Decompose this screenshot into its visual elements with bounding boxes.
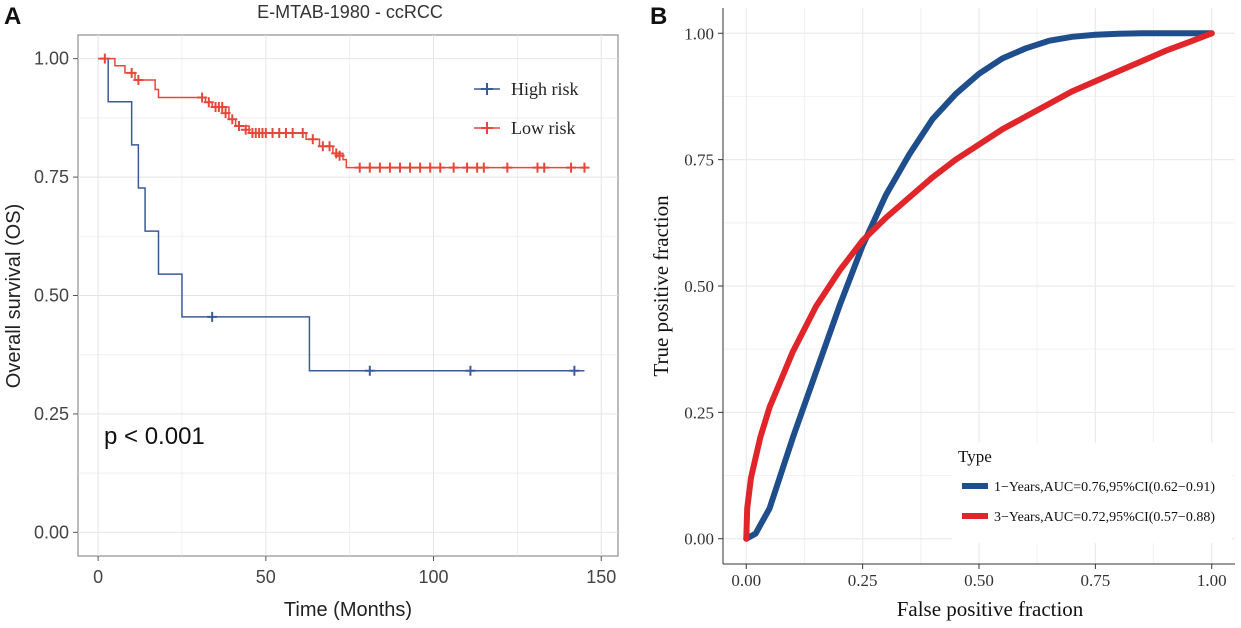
km-censor-mark <box>203 97 214 108</box>
km-censor-mark <box>462 162 473 173</box>
roc-legend-bg <box>952 443 1232 543</box>
km-p-value: p < 0.001 <box>104 423 205 450</box>
km-censor-mark <box>207 311 218 322</box>
roc-y-tick-label: 0.25 <box>684 403 714 422</box>
legend-high-risk-label: High risk <box>511 79 579 99</box>
roc-y-tick-label: 0.00 <box>684 530 714 549</box>
roc-y-tick-label: 1.00 <box>684 24 714 43</box>
km-censor-mark <box>478 162 489 173</box>
km-censor-mark <box>415 162 426 173</box>
km-y-tick-label: 1.00 <box>34 49 69 69</box>
roc-curves <box>743 30 1215 542</box>
km-y-tick-label: 0.00 <box>34 522 69 542</box>
km-censor-mark <box>425 162 436 173</box>
km-x-tick-label: 100 <box>419 567 449 587</box>
km-y-tick-label: 0.25 <box>34 404 69 424</box>
km-censor-mark <box>240 124 251 135</box>
km-censor-mark <box>435 162 446 173</box>
km-censor-mark <box>539 162 550 173</box>
km-censor-mark <box>364 162 375 173</box>
km-censor-mark <box>227 114 238 125</box>
km-curve-high-risk <box>98 57 585 372</box>
km-x-axis-label: Time (Months) <box>284 599 412 621</box>
km-censor-mark <box>287 128 298 139</box>
km-curves <box>98 53 590 376</box>
roc-x-axis-label: False positive fraction <box>897 597 1084 621</box>
roc-x-tick-label: 1.00 <box>1197 571 1227 590</box>
km-censor-mark <box>99 53 110 64</box>
roc-x-tick-label: 0.00 <box>731 571 761 590</box>
legend-low-risk-label: Low risk <box>511 118 576 138</box>
km-censor-mark <box>307 134 318 145</box>
km-censor-mark <box>354 162 365 173</box>
roc-y-tick-label: 0.50 <box>684 277 714 296</box>
km-censor-mark <box>220 108 231 119</box>
roc-legend-title: Type <box>958 447 992 466</box>
km-censor-mark <box>465 365 476 376</box>
km-grid <box>78 35 618 556</box>
panel-b-letter: B <box>650 3 667 30</box>
roc-chart: 0.00 0.25 0.50 0.75 1.00 0.00 0.25 0.50 0.75 1.00… <box>649 8 1235 621</box>
km-censor-mark <box>364 365 375 376</box>
panel-a-letter: A <box>4 3 21 30</box>
roc-y-tick-label: 0.75 <box>684 151 714 170</box>
km-legend: High risk Low risk <box>474 79 579 138</box>
km-y-tick-label: 0.50 <box>34 286 69 306</box>
roc-y-axis-label: True positive fraction <box>649 195 673 377</box>
roc-curve-1-year <box>743 30 1215 542</box>
km-censor-mark <box>217 101 228 112</box>
km-censor-mark <box>579 162 590 173</box>
km-censor-mark <box>384 162 395 173</box>
legend-low-risk-marker <box>481 122 493 134</box>
km-chart: 0 50 100 150 0.00 0.25 0.50 0.75 1.00 E-MTAB-198… <box>3 2 619 621</box>
km-ticks: 0 50 100 150 0.00 0.25 0.50 0.75 1.00 <box>34 49 616 587</box>
km-x-tick-label: 0 <box>93 567 103 587</box>
km-censor-mark <box>394 162 405 173</box>
roc-x-tick-label: 0.50 <box>964 571 994 590</box>
km-x-tick-label: 50 <box>256 567 276 587</box>
legend-1-year-label: 1−Years,AUC=0.76,95%CI(0.62−0.91) <box>994 480 1215 495</box>
km-y-tick-label: 0.75 <box>34 167 69 187</box>
km-title: E-MTAB-1980 - ccRCC <box>257 2 443 22</box>
km-censor-mark <box>569 365 580 376</box>
km-censor-mark <box>334 150 345 161</box>
roc-ticks: 0.00 0.25 0.50 0.75 1.00 0.00 0.25 0.50 0.75 1.00 <box>684 8 1235 590</box>
roc-x-tick-label: 0.25 <box>848 571 878 590</box>
km-x-tick-label: 150 <box>586 567 616 587</box>
km-y-axis-label: Overall survival (OS) <box>3 204 25 388</box>
roc-legend: Type 1−Years,AUC=0.76,95%CI(0.62−0.91) 3… <box>952 443 1232 543</box>
km-censor-mark <box>405 162 416 173</box>
legend-high-risk-marker <box>481 83 493 95</box>
km-censor-mark <box>297 128 308 139</box>
roc-x-tick-label: 0.75 <box>1080 571 1110 590</box>
km-censor-mark <box>126 67 137 78</box>
km-censor-mark <box>197 92 208 103</box>
km-censor-mark <box>233 120 244 131</box>
roc-curve-3-year <box>743 30 1215 542</box>
km-censor-mark <box>448 162 459 173</box>
km-censor-mark <box>133 74 144 85</box>
legend-3-year-label: 3−Years,AUC=0.72,95%CI(0.57−0.88) <box>994 510 1215 525</box>
km-censor-mark <box>502 162 513 173</box>
km-censor-mark <box>324 141 335 152</box>
km-censor-mark <box>566 162 577 173</box>
km-censor-mark <box>374 162 385 173</box>
